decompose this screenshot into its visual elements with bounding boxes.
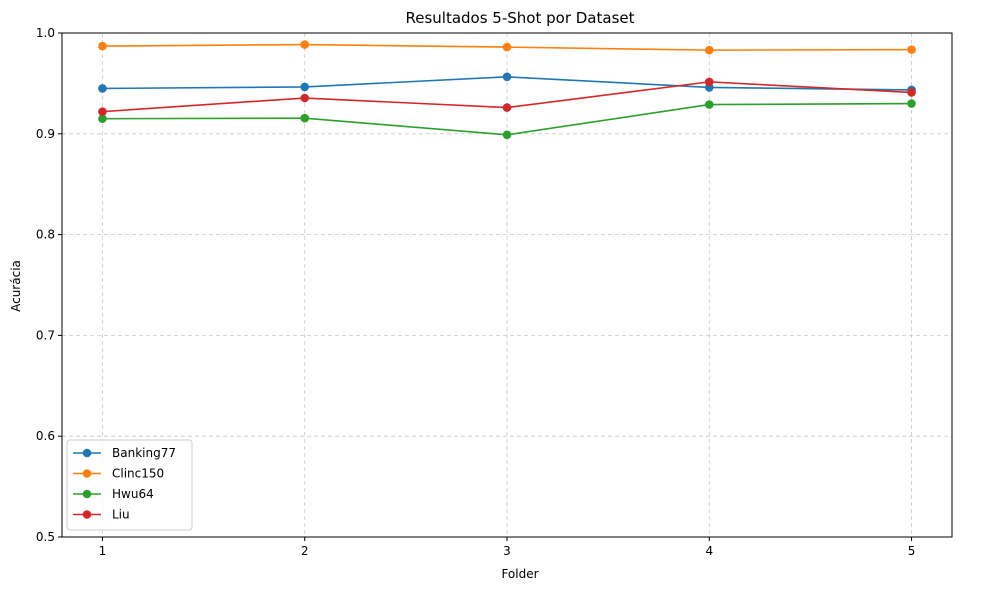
legend-label: Hwu64 <box>112 487 154 501</box>
data-point <box>502 130 512 140</box>
data-point <box>502 42 512 52</box>
data-point <box>98 41 107 51</box>
y-tick-label: 0.9 <box>36 127 55 141</box>
legend-label: Clinc150 <box>112 467 164 481</box>
x-tick-label: 5 <box>908 544 916 558</box>
legend-item: Clinc150 <box>73 467 164 481</box>
legend-item: Hwu64 <box>73 487 154 501</box>
x-axis-label: Folder <box>501 567 538 581</box>
data-point <box>502 103 512 112</box>
x-tick-label: 3 <box>503 544 511 558</box>
legend-box <box>66 439 193 531</box>
legend-marker <box>82 469 92 478</box>
y-tick-label: 0.7 <box>36 328 55 342</box>
x-tick-label: 1 <box>99 544 107 558</box>
legend: Banking77 Clinc150 Hwu64 Liu <box>66 439 193 531</box>
data-point <box>907 45 916 54</box>
x-axis: 1 2 3 4 5 <box>99 537 916 558</box>
series-hwu64 <box>98 99 916 140</box>
data-point <box>300 40 310 49</box>
data-point <box>502 72 512 82</box>
y-tick-label: 1.0 <box>36 26 55 40</box>
series-liu <box>98 77 916 116</box>
legend-label: Liu <box>112 508 130 522</box>
data-point <box>98 114 107 123</box>
data-point <box>704 77 714 87</box>
data-point <box>98 107 107 116</box>
data-point <box>300 82 310 92</box>
y-axis-label: Acurácia <box>9 260 23 312</box>
data-point <box>300 93 310 103</box>
y-tick-label: 0.8 <box>36 228 55 242</box>
legend-label: Banking77 <box>112 446 176 460</box>
y-axis: 0.5 0.6 0.7 0.8 0.9 1.0 <box>36 26 62 544</box>
y-tick-label: 0.5 <box>36 530 55 544</box>
data-point <box>300 113 310 123</box>
series-group <box>98 40 916 140</box>
x-tick-label: 4 <box>705 544 713 558</box>
series-clinc150 <box>98 40 916 55</box>
data-point <box>704 45 714 55</box>
data-point <box>907 99 916 108</box>
legend-marker <box>82 489 92 499</box>
legend-marker <box>82 510 92 519</box>
x-tick-label: 2 <box>301 544 309 558</box>
y-tick-label: 0.6 <box>36 429 55 443</box>
chart-title: Resultados 5-Shot por Dataset <box>405 9 634 27</box>
data-point <box>98 84 107 93</box>
data-point <box>704 100 714 109</box>
data-point <box>907 88 916 97</box>
legend-item: Banking77 <box>73 446 176 460</box>
legend-item: Liu <box>73 508 130 522</box>
legend-marker <box>82 448 92 458</box>
